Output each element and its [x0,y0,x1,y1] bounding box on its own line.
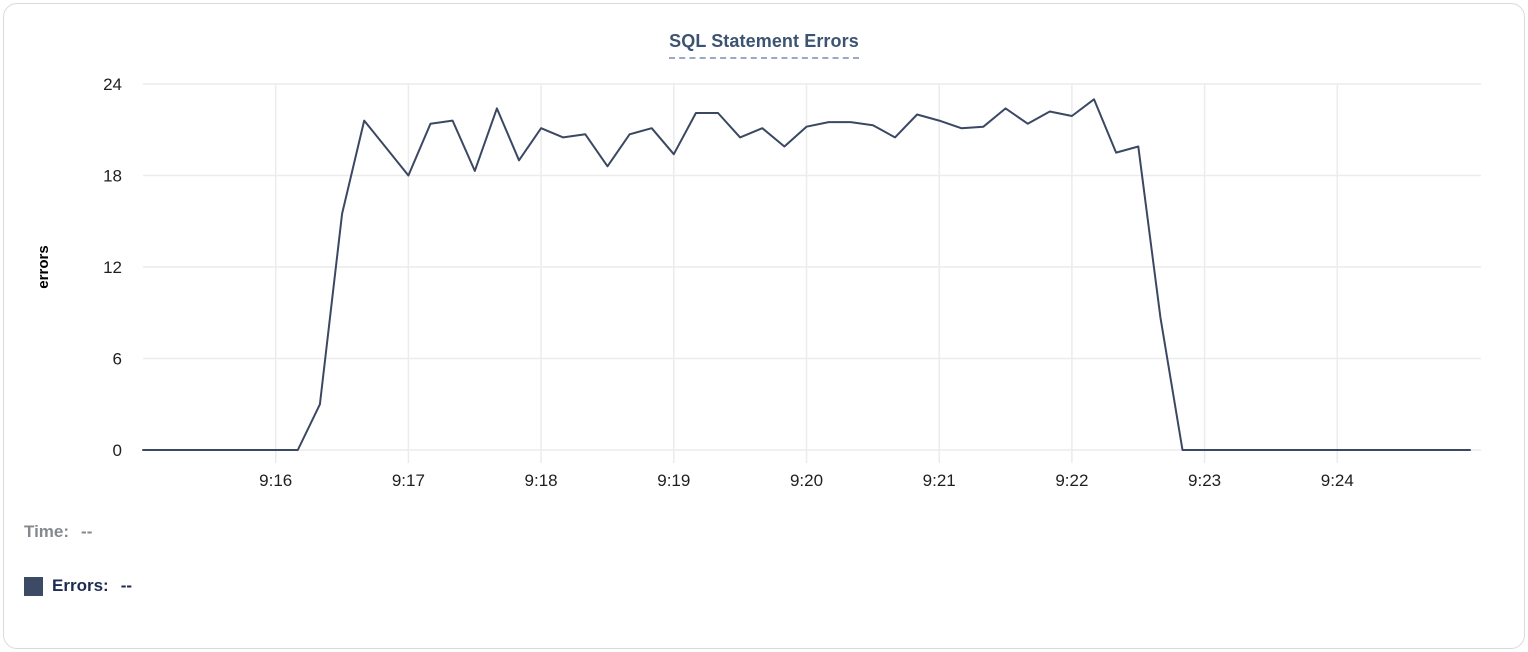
x-tick-label: 9:17 [392,471,425,490]
y-tick-label: 12 [103,258,122,277]
x-tick-label: 9:24 [1321,471,1354,490]
chart-title-wrap: SQL Statement Errors [0,31,1528,59]
x-tick-label: 9:22 [1055,471,1088,490]
x-tick-label: 9:16 [259,471,292,490]
y-tick-label: 6 [113,350,122,369]
y-tick-label: 18 [103,167,122,186]
chart-card [3,3,1525,649]
y-axis-label: errors [35,245,52,288]
legend-time-label: Time: [24,522,70,541]
x-tick-label: 9:18 [525,471,558,490]
y-tick-label: 0 [113,441,122,460]
legend-row-time: Time: -- [24,522,92,542]
legend-row-errors: Errors: -- [24,576,132,596]
legend-errors-label: Errors: [52,576,109,595]
errors-line-series [142,98,1471,451]
errors-series-swatch-icon [24,576,43,596]
x-tick-label: 9:19 [657,471,690,490]
x-tick-label: 9:21 [923,471,956,490]
chart-title[interactable]: SQL Statement Errors [669,31,859,59]
legend-errors-value: -- [120,576,133,595]
x-tick-label: 9:23 [1188,471,1221,490]
legend-time-value: -- [81,522,93,541]
sql-errors-line-chart: 0 6 12 18 24 9:16 9:17 9:18 9:19 9:20 9:21 9:22 9:23… [35,75,1481,490]
y-tick-label: 24 [103,75,122,94]
x-tick-label: 9:20 [790,471,823,490]
